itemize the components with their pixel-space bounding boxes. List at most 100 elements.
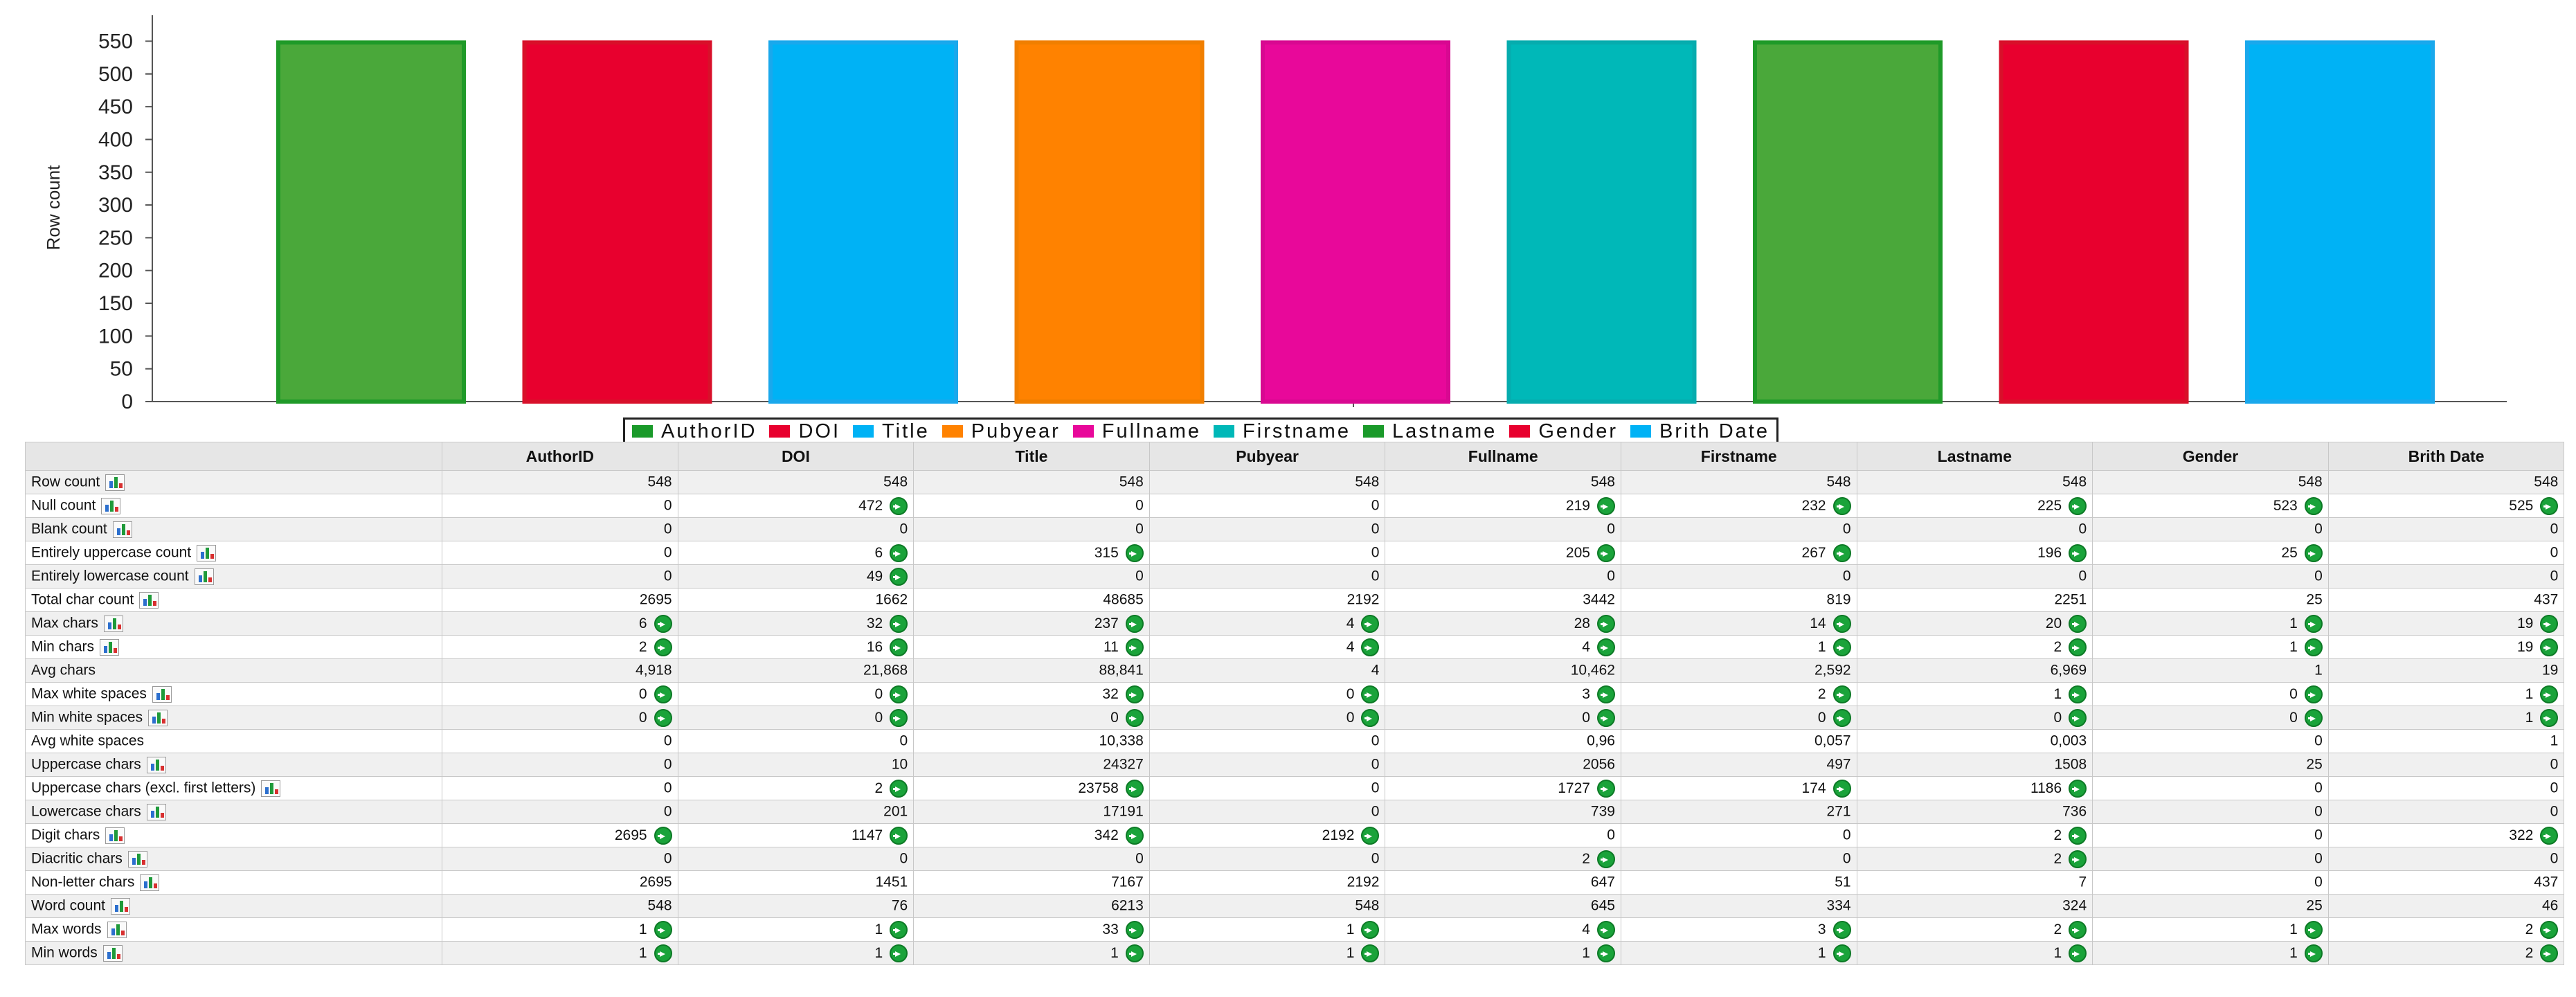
drill-down-arrow-icon[interactable] [1596, 920, 1615, 939]
drill-down-arrow-icon[interactable] [1832, 544, 1851, 562]
drill-down-arrow-icon[interactable] [1361, 708, 1380, 727]
bar-chart-icon[interactable] [146, 803, 166, 820]
drill-down-arrow-icon[interactable] [1361, 638, 1380, 656]
drill-down-arrow-icon[interactable] [1125, 685, 1144, 703]
bar-chart-icon[interactable] [111, 897, 130, 915]
drill-down-arrow-icon[interactable] [654, 708, 672, 727]
column-header-authorid[interactable]: AuthorID [442, 442, 678, 471]
drill-down-arrow-icon[interactable] [890, 826, 908, 845]
drill-down-arrow-icon[interactable] [1832, 685, 1851, 703]
bar-chart-icon[interactable] [112, 521, 132, 538]
bar-chart-icon[interactable] [102, 944, 123, 962]
bar-chart-icon[interactable] [197, 544, 217, 562]
bar-chart-icon[interactable] [152, 685, 172, 703]
column-header-title[interactable]: Title [913, 442, 1150, 471]
drill-down-arrow-icon[interactable] [2069, 614, 2087, 633]
drill-down-arrow-icon[interactable] [1361, 920, 1380, 939]
drill-down-arrow-icon[interactable] [2540, 685, 2559, 703]
drill-down-arrow-icon[interactable] [2304, 920, 2323, 939]
drill-down-arrow-icon[interactable] [654, 944, 672, 962]
drill-down-arrow-icon[interactable] [2304, 708, 2323, 727]
drill-down-arrow-icon[interactable] [1361, 685, 1380, 703]
column-header-doi[interactable]: DOI [677, 442, 915, 471]
column-header-pubyear[interactable]: Pubyear [1149, 442, 1386, 471]
drill-down-arrow-icon[interactable] [654, 638, 672, 656]
drill-down-arrow-icon[interactable] [1596, 544, 1615, 562]
drill-down-arrow-icon[interactable] [2304, 638, 2323, 656]
drill-down-arrow-icon[interactable] [2069, 944, 2087, 962]
drill-down-arrow-icon[interactable] [2540, 496, 2559, 515]
drill-down-arrow-icon[interactable] [1125, 779, 1144, 798]
bar-chart-icon[interactable] [100, 638, 120, 656]
bar-chart-icon[interactable] [140, 874, 160, 891]
drill-down-arrow-icon[interactable] [1832, 944, 1851, 962]
bar-chart-icon[interactable] [127, 850, 147, 868]
drill-down-arrow-icon[interactable] [890, 708, 908, 727]
drill-down-arrow-icon[interactable] [1832, 920, 1851, 939]
column-header-brith-date[interactable]: Brith Date [2327, 442, 2565, 471]
drill-down-arrow-icon[interactable] [2069, 779, 2087, 798]
drill-down-arrow-icon[interactable] [1596, 944, 1615, 962]
drill-down-arrow-icon[interactable] [2069, 544, 2087, 562]
drill-down-arrow-icon[interactable] [1125, 614, 1144, 633]
drill-down-arrow-icon[interactable] [2540, 826, 2559, 845]
drill-down-arrow-icon[interactable] [1125, 638, 1144, 656]
column-header-gender[interactable]: Gender [2092, 442, 2329, 471]
drill-down-arrow-icon[interactable] [1596, 708, 1615, 727]
drill-down-arrow-icon[interactable] [1361, 944, 1380, 962]
drill-down-arrow-icon[interactable] [2540, 944, 2559, 962]
drill-down-arrow-icon[interactable] [890, 614, 908, 633]
drill-down-arrow-icon[interactable] [1125, 920, 1144, 939]
column-header-firstname[interactable]: Firstname [1620, 442, 1857, 471]
drill-down-arrow-icon[interactable] [1125, 708, 1144, 727]
drill-down-arrow-icon[interactable] [1596, 614, 1615, 633]
drill-down-arrow-icon[interactable] [1361, 826, 1380, 845]
drill-down-arrow-icon[interactable] [890, 920, 908, 939]
drill-down-arrow-icon[interactable] [2069, 685, 2087, 703]
bar-chart-icon[interactable] [261, 780, 281, 797]
drill-down-arrow-icon[interactable] [2540, 920, 2559, 939]
drill-down-arrow-icon[interactable] [2304, 944, 2323, 962]
drill-down-arrow-icon[interactable] [1596, 779, 1615, 798]
drill-down-arrow-icon[interactable] [890, 944, 908, 962]
drill-down-arrow-icon[interactable] [1596, 638, 1615, 656]
bar-chart-icon[interactable] [107, 921, 127, 938]
drill-down-arrow-icon[interactable] [654, 614, 672, 633]
drill-down-arrow-icon[interactable] [890, 544, 908, 562]
column-header-lastname[interactable]: Lastname [1856, 442, 2093, 471]
drill-down-arrow-icon[interactable] [2069, 920, 2087, 939]
drill-down-arrow-icon[interactable] [2304, 544, 2323, 562]
drill-down-arrow-icon[interactable] [2540, 638, 2559, 656]
drill-down-arrow-icon[interactable] [1125, 944, 1144, 962]
drill-down-arrow-icon[interactable] [2304, 496, 2323, 515]
drill-down-arrow-icon[interactable] [2304, 685, 2323, 703]
bar-chart-icon[interactable] [139, 591, 159, 609]
drill-down-arrow-icon[interactable] [2069, 708, 2087, 727]
bar-chart-icon[interactable] [105, 474, 125, 491]
drill-down-arrow-icon[interactable] [1832, 708, 1851, 727]
drill-down-arrow-icon[interactable] [890, 779, 908, 798]
drill-down-arrow-icon[interactable] [2069, 826, 2087, 845]
drill-down-arrow-icon[interactable] [1832, 638, 1851, 656]
drill-down-arrow-icon[interactable] [1832, 779, 1851, 798]
bar-chart-icon[interactable] [148, 709, 168, 726]
drill-down-arrow-icon[interactable] [1596, 496, 1615, 515]
drill-down-arrow-icon[interactable] [890, 685, 908, 703]
bar-chart-icon[interactable] [105, 827, 125, 844]
bar-chart-icon[interactable] [103, 615, 123, 632]
bar-chart-icon[interactable] [101, 497, 121, 514]
bar-chart-icon[interactable] [194, 568, 214, 585]
drill-down-arrow-icon[interactable] [654, 685, 672, 703]
drill-down-arrow-icon[interactable] [1596, 850, 1615, 868]
bar-chart-icon[interactable] [146, 756, 166, 773]
drill-down-arrow-icon[interactable] [890, 567, 908, 586]
drill-down-arrow-icon[interactable] [2540, 614, 2559, 633]
drill-down-arrow-icon[interactable] [654, 920, 672, 939]
drill-down-arrow-icon[interactable] [2540, 708, 2559, 727]
drill-down-arrow-icon[interactable] [890, 638, 908, 656]
drill-down-arrow-icon[interactable] [1596, 685, 1615, 703]
drill-down-arrow-icon[interactable] [890, 496, 908, 515]
drill-down-arrow-icon[interactable] [1361, 614, 1380, 633]
drill-down-arrow-icon[interactable] [654, 826, 672, 845]
drill-down-arrow-icon[interactable] [1125, 826, 1144, 845]
